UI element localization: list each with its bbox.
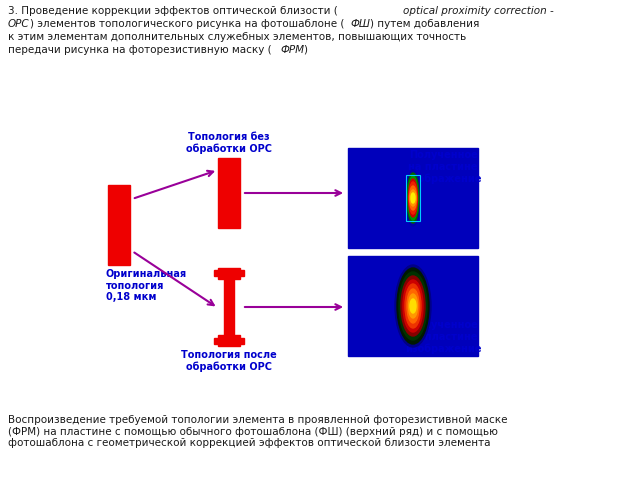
Text: Топология после
обработки ОРС: Топология после обработки ОРС: [181, 350, 277, 372]
Ellipse shape: [408, 294, 417, 318]
Ellipse shape: [405, 284, 421, 328]
Ellipse shape: [407, 289, 419, 323]
Ellipse shape: [401, 276, 425, 336]
Text: к этим элементам дополнительных служебных элементов, повышающих точность: к этим элементам дополнительных служебны…: [8, 32, 467, 42]
Text: ): ): [303, 45, 307, 55]
Ellipse shape: [410, 190, 416, 206]
Text: Полученное
на пластине
изображение: Полученное на пластине изображение: [404, 150, 481, 184]
Ellipse shape: [399, 272, 427, 340]
Bar: [214, 338, 219, 344]
Text: ФРМ: ФРМ: [280, 45, 304, 55]
Text: Оригинальная
топология
0,18 мкм: Оригинальная топология 0,18 мкм: [106, 269, 187, 302]
Ellipse shape: [408, 179, 417, 217]
Ellipse shape: [407, 173, 419, 223]
Bar: [214, 270, 219, 276]
Text: 3. Проведение коррекции эффектов оптической близости (: 3. Проведение коррекции эффектов оптичес…: [8, 6, 338, 16]
Text: передачи рисунка на фоторезистивную маску (: передачи рисунка на фоторезистивную маск…: [8, 45, 271, 55]
Bar: [108, 185, 130, 265]
Bar: [239, 338, 244, 344]
Bar: [406, 175, 420, 221]
Text: ) путем добавления: ) путем добавления: [370, 19, 479, 29]
Ellipse shape: [411, 193, 415, 203]
Ellipse shape: [410, 186, 417, 210]
Ellipse shape: [403, 280, 423, 332]
Bar: [218, 268, 240, 279]
Text: Воспроизведение требуемой топологии элемента в проявленной фоторезистивной маске: Воспроизведение требуемой топологии элем…: [8, 415, 508, 448]
Bar: [348, 256, 478, 356]
Ellipse shape: [397, 268, 429, 344]
Ellipse shape: [408, 176, 418, 220]
Text: ФШ: ФШ: [350, 19, 370, 29]
Bar: [239, 270, 244, 276]
Text: Топология без
обработки ОРС: Топология без обработки ОРС: [186, 132, 272, 154]
Text: optical proximity correction -: optical proximity correction -: [403, 6, 554, 16]
Text: ) элементов топологического рисунка на фотошаблоне (: ) элементов топологического рисунка на ф…: [30, 19, 344, 29]
Ellipse shape: [410, 299, 416, 313]
Bar: [218, 158, 240, 228]
Bar: [224, 279, 234, 335]
Text: OPC: OPC: [8, 19, 29, 29]
Ellipse shape: [395, 265, 431, 347]
Ellipse shape: [409, 182, 417, 214]
Ellipse shape: [406, 170, 420, 226]
Bar: [218, 335, 240, 346]
Bar: [348, 148, 478, 248]
Text: Полученное
на пластине
изображение: Полученное на пластине изображение: [404, 320, 481, 354]
